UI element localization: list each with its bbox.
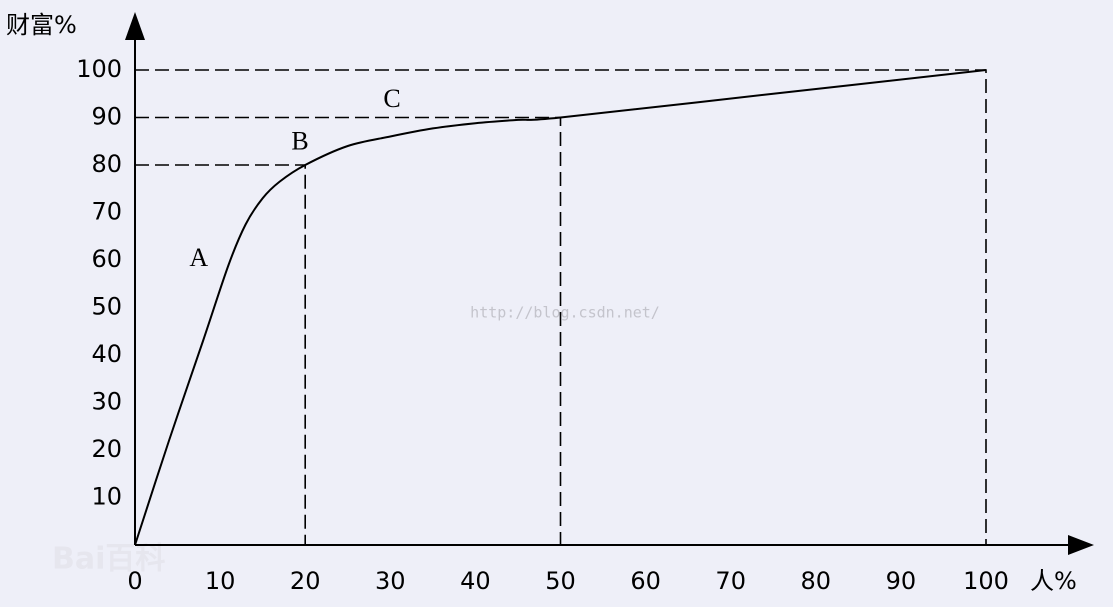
- logo: Bai百科: [52, 542, 165, 577]
- x-tick-label: 40: [460, 567, 491, 595]
- x-tick-label: 70: [715, 567, 746, 595]
- y-arrow: [125, 12, 145, 40]
- y-tick-label: 10: [91, 483, 122, 511]
- x-tick-label: 90: [886, 567, 917, 595]
- annotation: C: [383, 84, 400, 113]
- y-tick-label: 50: [91, 293, 122, 321]
- y-tick-label: 70: [91, 198, 122, 226]
- x-tick-label: 20: [290, 567, 321, 595]
- x-tick-label: 10: [205, 567, 236, 595]
- y-tick-label: 90: [91, 103, 122, 131]
- y-tick-label: 30: [91, 388, 122, 416]
- y-tick-label: 40: [91, 340, 122, 368]
- curve: [134, 69, 987, 546]
- x-arrow: [1068, 535, 1094, 555]
- y-axis-label: 财富%: [6, 11, 77, 39]
- y-tick-label: 100: [76, 55, 122, 83]
- x-tick-label: 0: [127, 567, 142, 595]
- x-tick-label: 30: [375, 567, 406, 595]
- x-axis-label: 人%: [1030, 567, 1077, 595]
- x-tick-label: 50: [545, 567, 576, 595]
- annotation: B: [291, 127, 308, 156]
- y-tick-label: 60: [91, 245, 122, 273]
- watermark: http://blog.csdn.net/: [470, 304, 660, 322]
- annotation: A: [189, 243, 208, 272]
- x-tick-label: 100: [963, 567, 1009, 595]
- x-tick-label: 60: [630, 567, 661, 595]
- y-tick-label: 20: [91, 435, 122, 463]
- x-tick-label: 80: [801, 567, 832, 595]
- y-tick-label: 80: [91, 150, 122, 178]
